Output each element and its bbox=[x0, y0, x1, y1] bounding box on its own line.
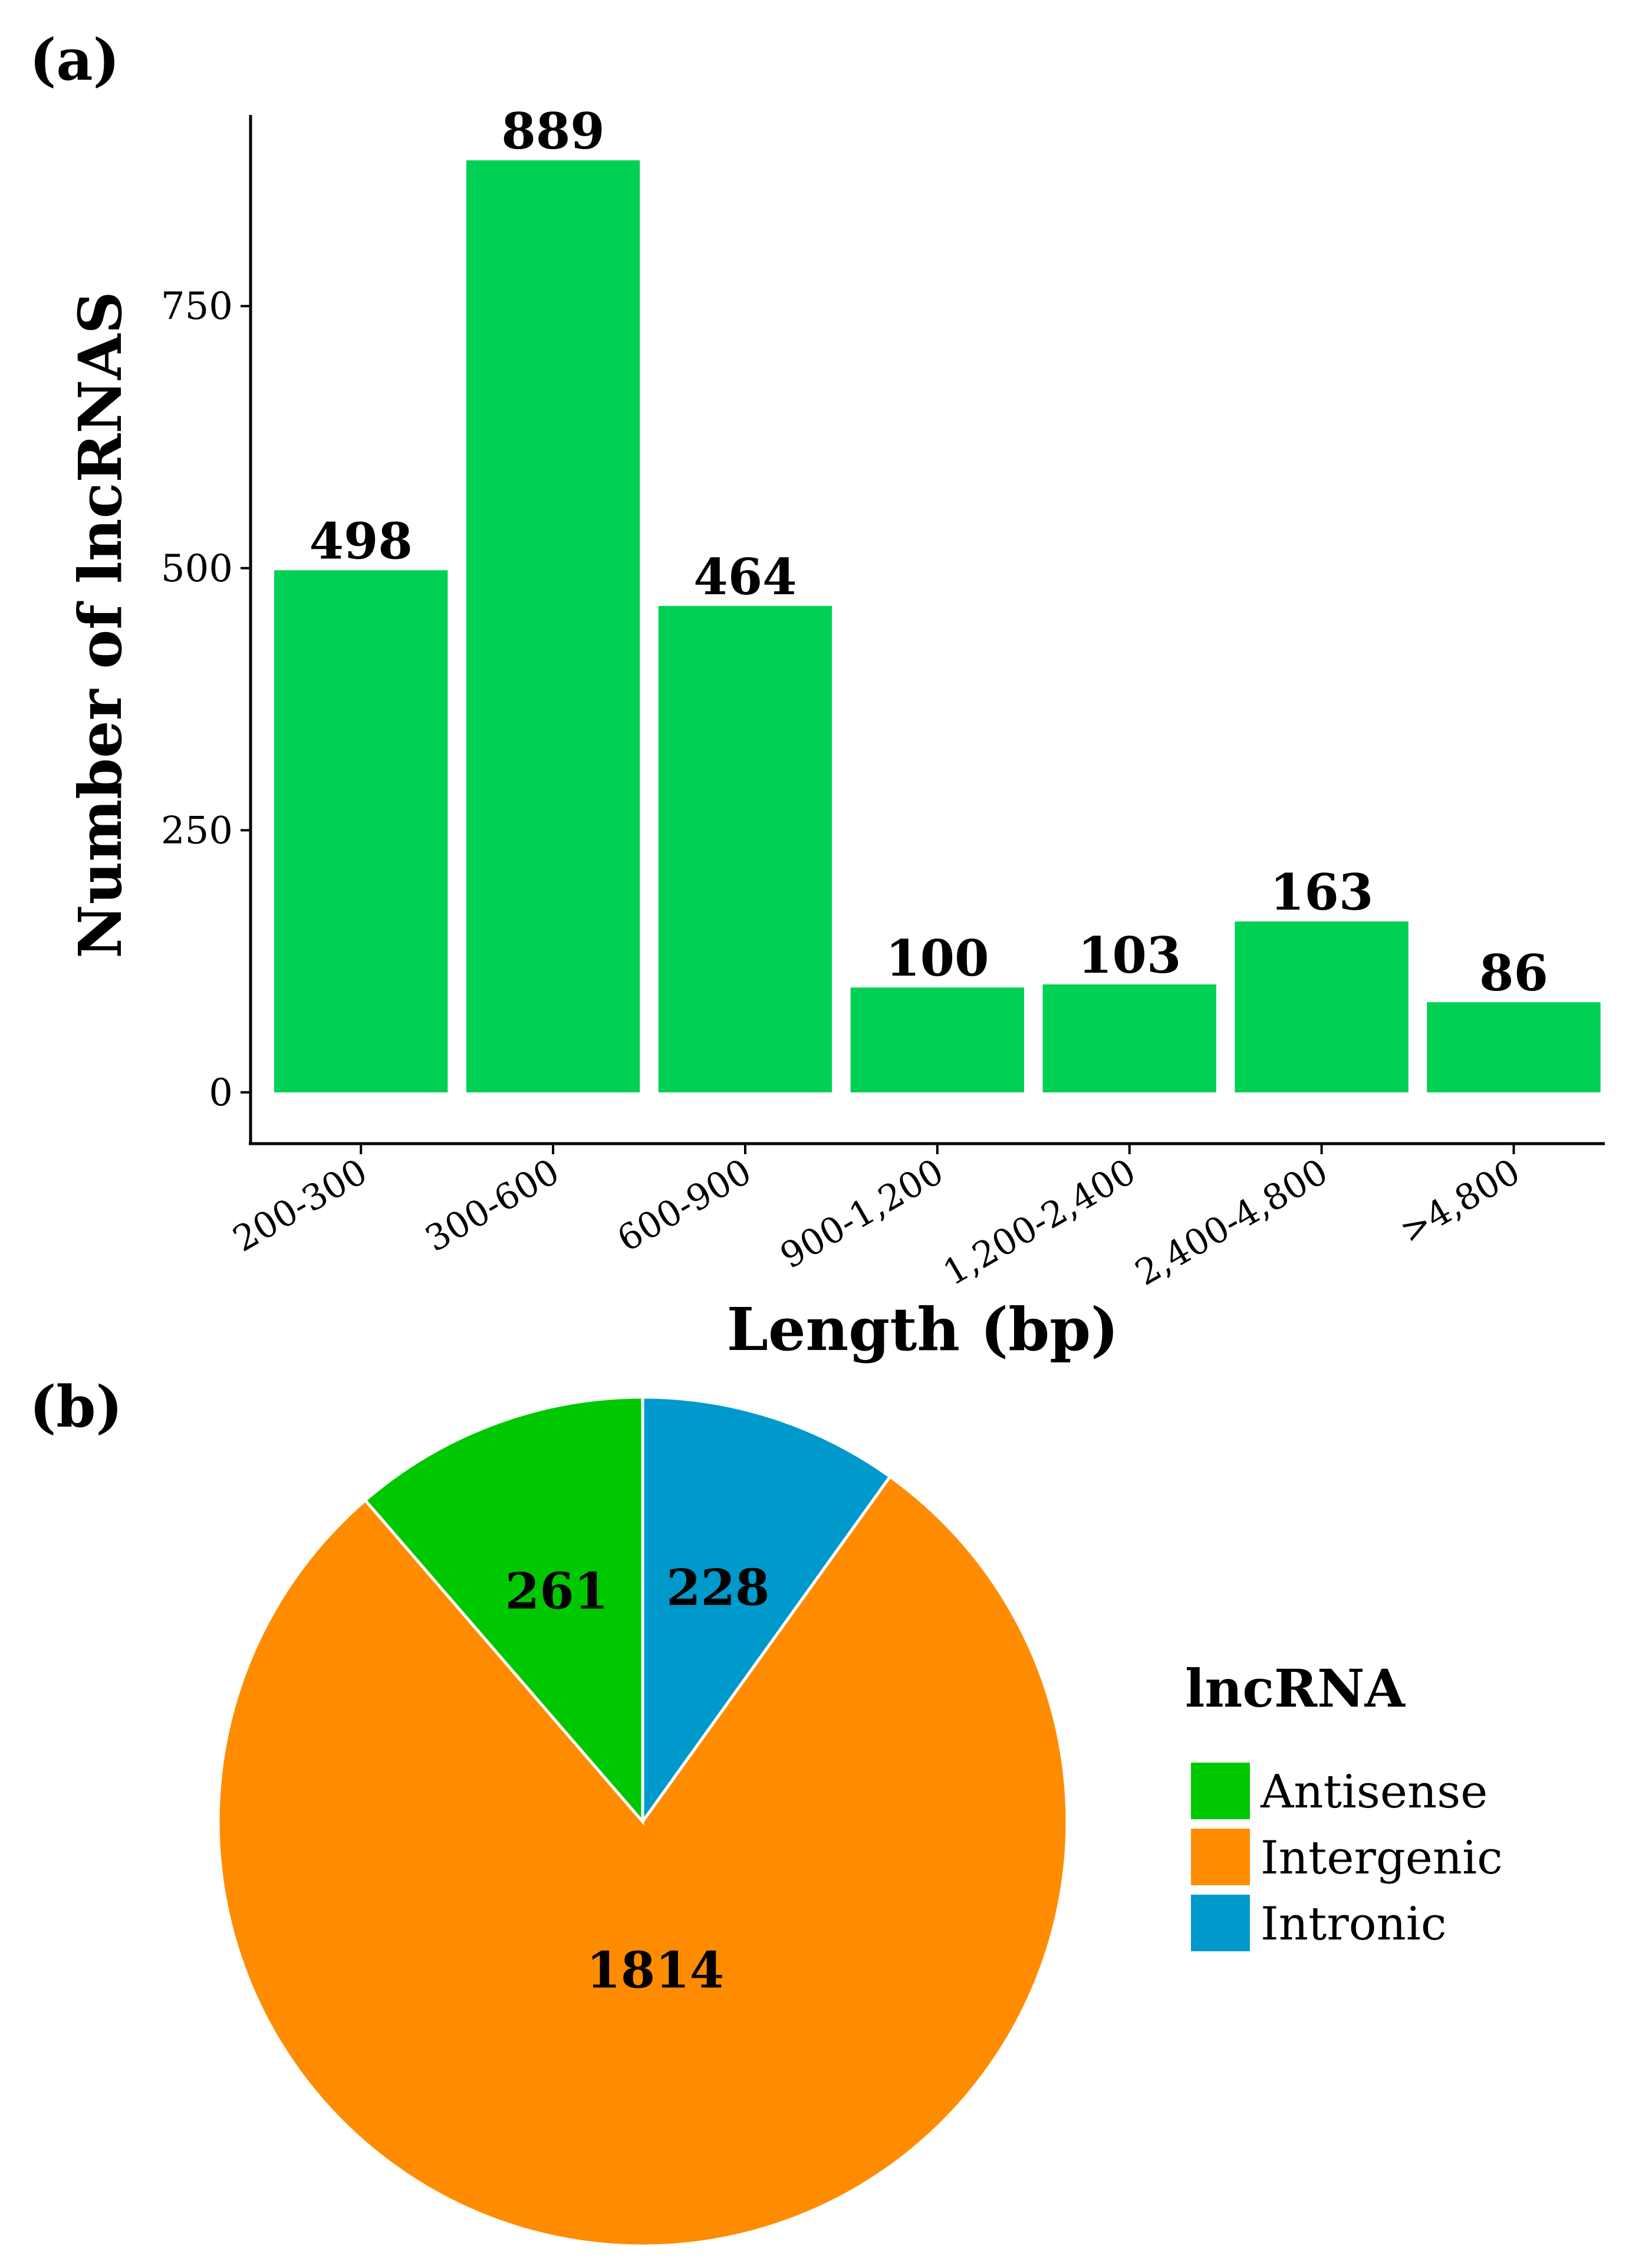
x-tick-label: 200-300 bbox=[226, 1151, 374, 1260]
bar-value-label: 498 bbox=[310, 512, 413, 570]
y-tick-label: 0 bbox=[209, 1071, 233, 1115]
bar-value-label: 163 bbox=[1270, 863, 1373, 921]
y-axis-title: Number of lncRNAS bbox=[65, 291, 135, 958]
bar-chart: (a) 498 889 464 100 103 163 86 0 250 500 750 200-… bbox=[29, 27, 1605, 1364]
y-tick-label: 750 bbox=[161, 285, 233, 328]
bar-2,400-4,800 bbox=[1235, 921, 1409, 1092]
pie-value-label-intronic: 228 bbox=[666, 1558, 769, 1616]
bar-600-900 bbox=[658, 605, 832, 1092]
legend-label-intronic: Intronic bbox=[1261, 1898, 1447, 1951]
bar-200-300 bbox=[274, 570, 448, 1092]
pie-value-label-antisense: 261 bbox=[505, 1562, 608, 1621]
pie-slice-intergenic bbox=[216, 1474, 1069, 2248]
pie-slices bbox=[216, 1395, 1069, 2248]
bars bbox=[274, 160, 1601, 1092]
bar-value-label: 889 bbox=[501, 102, 604, 160]
panel-label-b: (b) bbox=[29, 1374, 123, 1440]
bar-labels: 498 889 464 100 103 163 86 bbox=[310, 102, 1548, 1002]
bar-value-label: 100 bbox=[886, 929, 989, 987]
legend-label-intergenic: Intergenic bbox=[1261, 1832, 1503, 1885]
x-axis-title: Length (bp) bbox=[727, 1295, 1119, 1364]
bar-value-label: 86 bbox=[1479, 944, 1548, 1002]
legend-swatch-intergenic bbox=[1191, 1829, 1250, 1885]
bar-value-label: 464 bbox=[693, 548, 797, 606]
x-tick-label: 1,200-2,400 bbox=[936, 1151, 1143, 1294]
y-ticks: 0 250 500 750 bbox=[161, 285, 251, 1115]
bar-1,200-2,400 bbox=[1042, 984, 1216, 1092]
legend-swatch-intronic bbox=[1191, 1895, 1250, 1951]
pie-value-label-intergenic: 1814 bbox=[586, 1941, 724, 2000]
bar-300-600 bbox=[466, 160, 640, 1092]
legend-items: Antisense Intergenic Intronic bbox=[1191, 1763, 1503, 1951]
y-tick-label: 250 bbox=[161, 809, 233, 852]
bar-900-1,200 bbox=[850, 987, 1025, 1092]
x-tick-label: >4,800 bbox=[1393, 1151, 1527, 1252]
pie-labels: 228 1814 261 bbox=[505, 1558, 770, 1999]
x-tick-label: 300-600 bbox=[419, 1151, 567, 1260]
legend-label-antisense: Antisense bbox=[1260, 1766, 1488, 1819]
y-tick-label: 500 bbox=[161, 547, 233, 591]
x-tick-label: 900-1,200 bbox=[774, 1151, 950, 1277]
pie-slice-intronic bbox=[641, 1395, 893, 1826]
x-ticks: 200-300 300-600 600-900 900-1,2001,200-2,40… bbox=[226, 1144, 1527, 1294]
legend: lncRNA Antisense Intergenic Intronic bbox=[1185, 1658, 1503, 1951]
x-tick-label: 2,400-4,800 bbox=[1128, 1151, 1335, 1294]
legend-title: lncRNA bbox=[1185, 1658, 1406, 1719]
panel-label-a: (a) bbox=[29, 27, 120, 93]
pie-chart: (b) 228 1814 261 lncRNA Antisense Intergeni… bbox=[29, 1374, 1503, 2248]
bar-value-label: 103 bbox=[1078, 926, 1181, 984]
bar->4,800 bbox=[1427, 1002, 1601, 1092]
pie-slice-antisense bbox=[363, 1395, 644, 1826]
x-tick-label: 600-900 bbox=[611, 1151, 759, 1260]
legend-swatch-antisense bbox=[1191, 1763, 1250, 1819]
